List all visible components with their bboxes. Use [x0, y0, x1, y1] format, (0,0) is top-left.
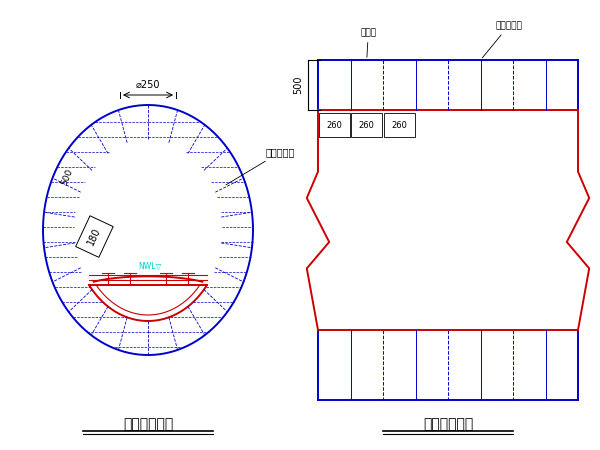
Text: 500: 500 — [60, 168, 75, 187]
Text: ⌀250: ⌀250 — [136, 80, 160, 90]
Text: 设计加固线: 设计加固线 — [482, 21, 523, 58]
Text: 260: 260 — [391, 121, 407, 130]
Text: 260: 260 — [326, 121, 342, 130]
Text: NWL▽: NWL▽ — [139, 262, 161, 271]
Text: 注浆纵断面图: 注浆纵断面图 — [423, 417, 473, 431]
Text: 260: 260 — [359, 121, 374, 130]
Text: 180: 180 — [86, 226, 103, 247]
Text: 500: 500 — [293, 76, 303, 94]
Text: 注浆孔: 注浆孔 — [360, 28, 376, 57]
Text: 设计加固线: 设计加固线 — [226, 147, 295, 185]
Text: 注浆正断面图: 注浆正断面图 — [123, 417, 173, 431]
